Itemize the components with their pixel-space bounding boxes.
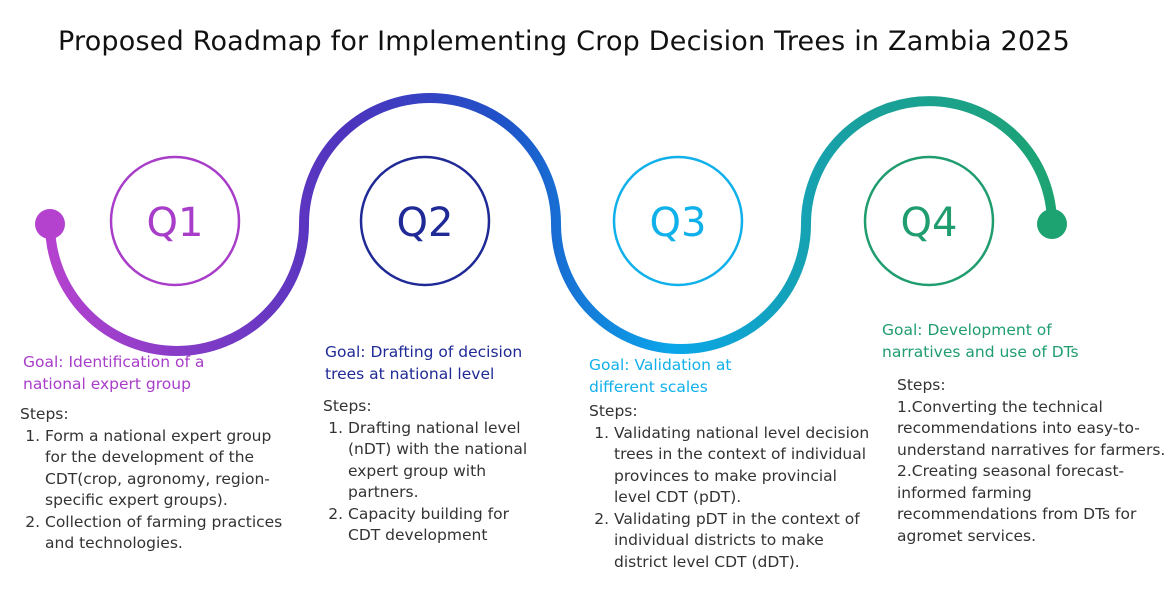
step-item: 1.Converting the technical recommendatio…	[897, 397, 1166, 459]
step-item: Form a national expert group for the dev…	[45, 426, 295, 512]
quarter-circle	[109, 155, 241, 287]
steps-heading: Steps:	[897, 376, 946, 394]
steps-heading: Steps:	[589, 402, 638, 420]
steps-list: Drafting national level (nDT) with the n…	[323, 418, 543, 547]
steps-block: Steps: 1.Converting the technical recomme…	[897, 375, 1172, 547]
step-item: Validating national level decision trees…	[614, 423, 874, 509]
step-item: Drafting national level (nDT) with the n…	[348, 418, 543, 504]
goal-text: Goal: Validation at different scales	[589, 356, 732, 396]
quarter-label: Q2	[397, 200, 454, 246]
start-dot	[35, 209, 65, 239]
goal-text: Goal: Identification of a national exper…	[23, 353, 205, 393]
end-dot	[1037, 209, 1067, 239]
steps-block: Steps: Drafting national level (nDT) with…	[323, 396, 543, 547]
quarter-label: Q1	[147, 200, 204, 246]
goal-text: Goal: Drafting of decision trees at nati…	[325, 343, 523, 383]
step-item: Capacity building for CDT development	[348, 504, 543, 547]
steps-list: Validating national level decision trees…	[589, 423, 874, 574]
quarter-circle	[359, 155, 491, 287]
wave-path	[45, 93, 1057, 356]
quarter-circle	[863, 155, 995, 287]
step-item: Collection of farming practices and tech…	[45, 512, 295, 555]
quarter-label: Q4	[901, 200, 958, 246]
step-item: Validating pDT in the context of individ…	[614, 509, 874, 574]
steps-heading: Steps:	[323, 397, 372, 415]
steps-list: 1.Converting the technical recommendatio…	[897, 397, 1172, 548]
steps-heading: Steps:	[20, 405, 69, 423]
steps-block: Steps: Validating national level decision…	[589, 401, 874, 573]
goal-text: Goal: Development of narratives and use …	[882, 321, 1079, 361]
steps-list: Form a national expert group for the dev…	[20, 426, 295, 555]
steps-block: Steps: Form a national expert group for t…	[20, 404, 295, 555]
title: Proposed Roadmap for Implementing Crop D…	[58, 26, 1071, 57]
quarter-label: Q3	[650, 200, 707, 246]
quarter-circle	[612, 155, 744, 287]
step-item: 2.Creating seasonal forecast-informed fa…	[897, 462, 1137, 545]
